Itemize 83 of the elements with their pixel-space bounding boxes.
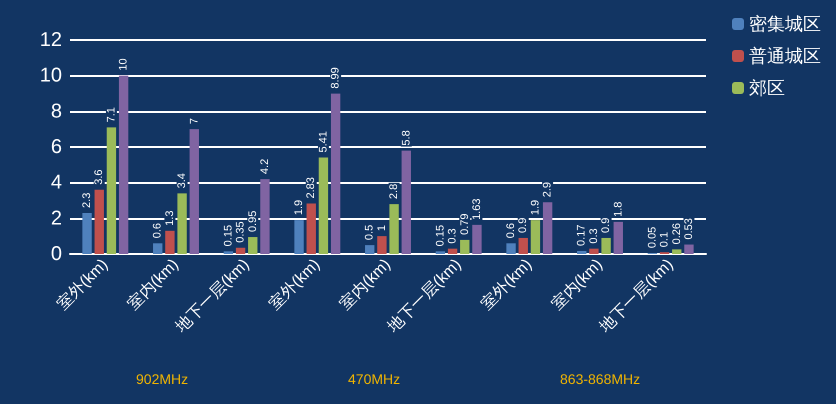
data-label: 3.6 bbox=[93, 170, 106, 185]
bar bbox=[118, 76, 128, 254]
data-label: 0.35 bbox=[234, 221, 247, 243]
bar bbox=[460, 240, 470, 254]
bar bbox=[589, 248, 599, 254]
bar bbox=[106, 127, 116, 254]
data-label: 5.8 bbox=[400, 130, 412, 146]
data-label: 1.9 bbox=[293, 200, 306, 216]
data-label: 2.9 bbox=[542, 182, 554, 198]
y-tick-label: 2 bbox=[50, 207, 62, 230]
data-label: 2.8 bbox=[388, 184, 400, 200]
y-tick-label: 6 bbox=[50, 136, 62, 158]
bar bbox=[472, 224, 482, 254]
bar bbox=[577, 250, 586, 254]
text: 470MHz bbox=[348, 371, 400, 387]
bar bbox=[165, 230, 175, 254]
bar bbox=[177, 193, 187, 254]
data-label: 0.6 bbox=[152, 223, 164, 238]
bar bbox=[614, 222, 623, 254]
data-label: 0.3 bbox=[446, 228, 459, 244]
y-tick-label: 10 bbox=[40, 64, 62, 87]
y-tick-label: 12 bbox=[40, 29, 62, 51]
data-label: 0.79 bbox=[458, 213, 471, 235]
data-label: 10 bbox=[118, 58, 130, 71]
data-label: 1.9 bbox=[529, 200, 542, 216]
bar bbox=[518, 238, 528, 254]
data-label: 0.9 bbox=[517, 218, 530, 233]
data-label: 7.1 bbox=[105, 107, 118, 122]
data-label: 0.15 bbox=[222, 224, 234, 246]
data-label: 0.5 bbox=[364, 224, 376, 240]
data-label: 8.99 bbox=[330, 67, 342, 89]
bar bbox=[601, 238, 611, 254]
data-label: 3.4 bbox=[176, 173, 188, 188]
bar bbox=[365, 245, 374, 254]
data-label: 5.41 bbox=[317, 131, 330, 153]
bar bbox=[236, 248, 246, 254]
data-label: 0.05 bbox=[646, 226, 658, 248]
bar bbox=[224, 251, 234, 254]
legend-label: 普通城区 bbox=[749, 46, 821, 66]
bar bbox=[436, 251, 446, 254]
bar bbox=[190, 129, 199, 254]
bar bbox=[506, 243, 516, 254]
data-label: 4.2 bbox=[258, 158, 271, 174]
bar bbox=[306, 204, 316, 254]
bar bbox=[94, 190, 104, 254]
bar bbox=[389, 204, 399, 254]
data-label: 7 bbox=[188, 118, 200, 124]
data-label: 1 bbox=[376, 225, 388, 232]
bar bbox=[248, 237, 258, 254]
text: 863-868MHz bbox=[560, 371, 640, 387]
bar bbox=[260, 179, 270, 254]
bar bbox=[672, 249, 682, 254]
data-label: 0.6 bbox=[505, 223, 518, 238]
bar bbox=[448, 248, 458, 254]
data-label: 0.26 bbox=[670, 222, 683, 244]
bar bbox=[330, 94, 340, 254]
data-label: 0.15 bbox=[434, 224, 446, 246]
data-label: 0.9 bbox=[600, 218, 612, 233]
data-label: 0.3 bbox=[588, 228, 600, 244]
data-label: 1.8 bbox=[612, 202, 624, 217]
bar bbox=[402, 150, 411, 254]
y-tick-label: 8 bbox=[50, 100, 62, 122]
data-label: 0.53 bbox=[682, 218, 695, 240]
bar bbox=[294, 220, 304, 254]
bar bbox=[542, 202, 552, 254]
legend-label: 郊区 bbox=[749, 78, 785, 98]
data-label: 0.95 bbox=[246, 210, 259, 232]
y-tick-label: 0 bbox=[50, 243, 62, 265]
legend-label: 密集城区 bbox=[749, 14, 821, 34]
data-label: 2.3 bbox=[81, 192, 94, 208]
bar bbox=[530, 220, 540, 254]
data-label: 0.17 bbox=[576, 224, 588, 246]
data-label: 2.83 bbox=[305, 177, 318, 199]
bar bbox=[82, 212, 92, 254]
bar bbox=[684, 244, 694, 254]
text: 902MHz bbox=[136, 371, 188, 387]
bar bbox=[318, 158, 328, 254]
y-tick-label: 4 bbox=[50, 172, 62, 194]
bar bbox=[377, 236, 387, 254]
data-label: 0.1 bbox=[658, 232, 671, 248]
data-label: 1.63 bbox=[470, 198, 483, 220]
data-label: 1.3 bbox=[164, 210, 176, 226]
bar bbox=[153, 243, 162, 254]
